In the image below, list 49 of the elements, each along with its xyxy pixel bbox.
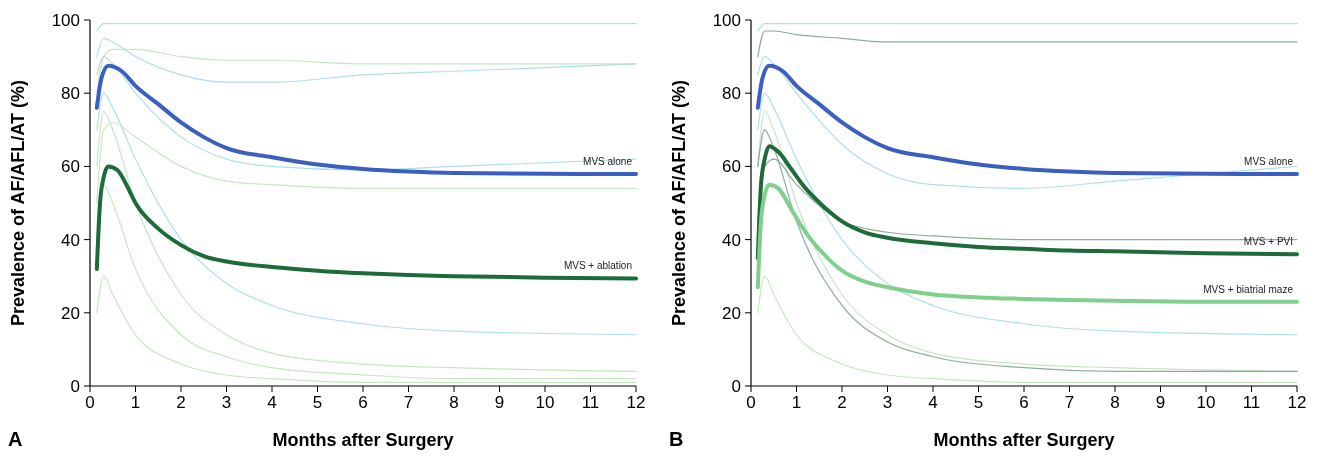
x-tick-label: 5 [312, 393, 323, 412]
x-tick-label: 12 [626, 393, 646, 412]
x-tick-label: 8 [1110, 393, 1120, 412]
y-axis-title: Prevalence of AF/AFL/AT (%) [8, 79, 28, 327]
x-tick-label: 2 [837, 393, 847, 412]
y-tick-label: 100 [51, 11, 80, 30]
x-tick-label: 8 [449, 393, 459, 412]
x-tick-label: 1 [791, 393, 802, 412]
x-tick-label: 4 [928, 393, 938, 412]
series-label: MVS + biatrial maze [1203, 283, 1294, 295]
x-tick-label: 11 [1242, 393, 1261, 412]
x-tick-label: 1 [130, 393, 141, 412]
x-tick-label: 6 [358, 393, 368, 412]
y-tick-label: 20 [722, 303, 741, 323]
y-tick-label: 100 [712, 11, 741, 30]
series-label: MVS + PVI [1243, 236, 1293, 248]
x-tick-label: 2 [176, 393, 186, 412]
x-tick-label: 10 [535, 393, 555, 412]
x-tick-label: 7 [1064, 393, 1075, 412]
x-axis-title: Months after Surgery [272, 430, 454, 450]
y-axis-title: Prevalence of AF/AFL/AT (%) [669, 79, 689, 327]
series-label: MVS alone [1244, 156, 1294, 168]
x-tick-label: 3 [882, 393, 893, 412]
y-tick-label: 80 [722, 84, 741, 104]
x-tick-label: 4 [267, 393, 277, 412]
y-tick-label: 40 [61, 230, 80, 250]
y-tick-label: 60 [61, 157, 80, 177]
x-tick-label: 5 [973, 393, 984, 412]
series-label: MVS + ablation [563, 260, 632, 272]
y-tick-label: 0 [70, 377, 80, 396]
x-tick-label: 3 [221, 393, 232, 412]
y-tick-label: 80 [61, 84, 80, 104]
y-tick-label: 40 [722, 230, 741, 250]
y-tick-label: 0 [731, 377, 741, 396]
x-tick-label: 10 [1196, 393, 1216, 412]
x-tick-label: 9 [494, 393, 505, 412]
x-tick-label: 0 [746, 393, 756, 412]
y-tick-label: 60 [722, 157, 741, 177]
x-tick-label: 0 [85, 393, 95, 412]
x-tick-label: 12 [1287, 393, 1307, 412]
text: A [8, 428, 23, 450]
x-tick-label: 9 [1155, 393, 1166, 412]
y-tick-label: 20 [61, 303, 80, 323]
series-label: MVS alone [583, 156, 633, 168]
x-axis-title: Months after Surgery [933, 430, 1115, 450]
x-tick-label: 11 [581, 393, 600, 412]
text: B [669, 428, 684, 450]
x-tick-label: 7 [403, 393, 414, 412]
x-tick-label: 6 [1019, 393, 1029, 412]
